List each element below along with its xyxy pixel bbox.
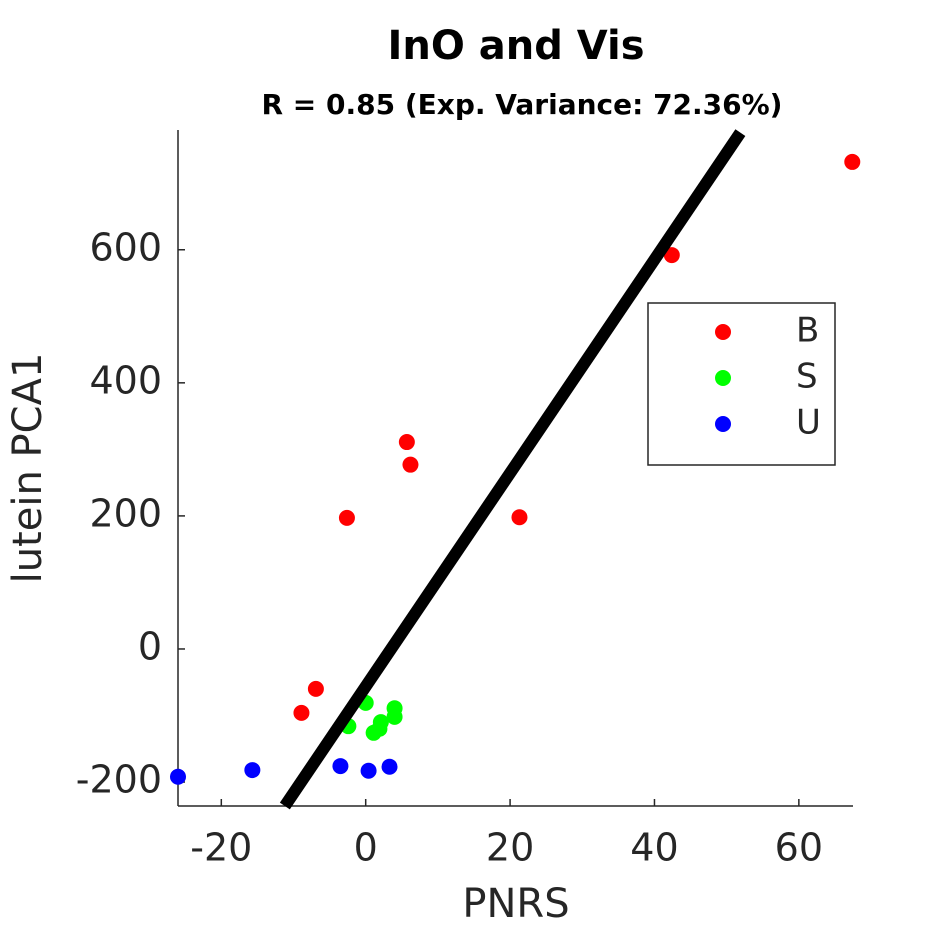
y-axis-label: lutein PCA1 bbox=[5, 353, 51, 584]
point bbox=[332, 758, 349, 775]
x-tick-label: -20 bbox=[190, 826, 252, 870]
point bbox=[511, 509, 528, 526]
point bbox=[293, 704, 310, 721]
point bbox=[398, 434, 415, 451]
point bbox=[244, 762, 261, 779]
legend-label: B bbox=[796, 311, 819, 351]
legend-marker bbox=[715, 416, 731, 432]
point bbox=[338, 509, 355, 526]
y-tick-label: -200 bbox=[76, 758, 162, 802]
legend-box bbox=[647, 302, 836, 466]
legend-marker bbox=[715, 324, 731, 340]
legend-marker bbox=[715, 370, 731, 386]
point bbox=[170, 768, 186, 785]
y-tick-label: 0 bbox=[138, 624, 162, 668]
point bbox=[663, 247, 680, 264]
chart-title: InO and Vis bbox=[387, 23, 644, 69]
y-tick-label: 600 bbox=[89, 225, 162, 269]
x-tick-label: 0 bbox=[354, 826, 378, 870]
fit-line bbox=[279, 129, 746, 810]
point bbox=[360, 762, 377, 779]
legend-label: S bbox=[796, 357, 818, 397]
point bbox=[402, 456, 419, 473]
chart-subtitle: R = 0.85 (Exp. Variance: 72.36%) bbox=[262, 88, 783, 121]
point bbox=[371, 720, 388, 737]
x-tick-label: 60 bbox=[775, 826, 823, 870]
point bbox=[844, 153, 861, 170]
x-tick-label: 40 bbox=[630, 826, 678, 870]
point bbox=[381, 758, 398, 775]
point bbox=[307, 680, 324, 697]
legend-label: U bbox=[796, 403, 821, 443]
point bbox=[386, 708, 403, 725]
y-tick-label: 400 bbox=[89, 358, 162, 402]
x-tick-label: 20 bbox=[486, 826, 534, 870]
y-tick-label: 200 bbox=[89, 491, 162, 535]
x-axis-label: PNRS bbox=[462, 881, 569, 927]
